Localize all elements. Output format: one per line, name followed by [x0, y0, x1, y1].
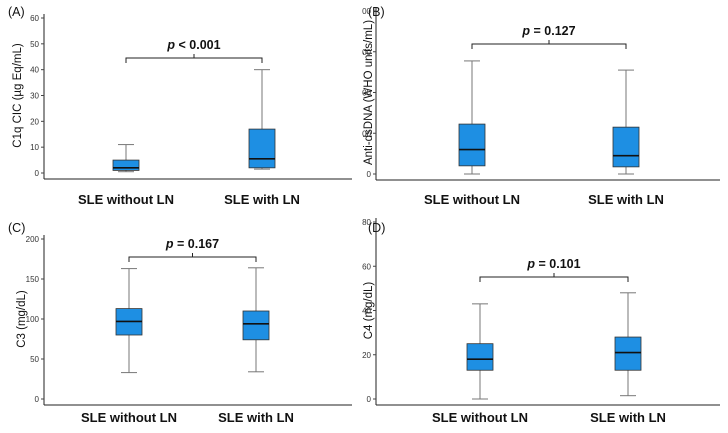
- y-axis-label: Anti-dsDNA (WHO units/mL): [363, 20, 375, 165]
- y-tick-label: 50: [30, 40, 39, 49]
- significance-bracket: [471, 40, 627, 49]
- significance-bracket: [479, 273, 629, 282]
- significance-bracket: [125, 54, 263, 63]
- y-tick-label: 0: [35, 395, 40, 404]
- panel-label: (D): [368, 221, 385, 235]
- y-tick-label: 40: [30, 66, 39, 75]
- y-tick-label: 30: [30, 92, 39, 101]
- y-tick-label: 60: [362, 262, 371, 271]
- significance-bracket: [128, 253, 257, 262]
- y-tick-label: 50: [30, 355, 39, 364]
- category-label: SLE with LN: [588, 192, 664, 207]
- y-tick-label: 0: [367, 395, 372, 404]
- panel-a: (A) C1q CIC (µg Eq/mL) 0 10 20 30 40 50 60 SLE wi…: [0, 0, 360, 216]
- box-iqr: [242, 310, 270, 341]
- y-tick-label: 150: [26, 275, 40, 284]
- category-label: SLE with LN: [224, 192, 300, 207]
- boxplot-panel-c: (C) C3 (mg/dL) 0 50 100 150 200 SLE without LN S…: [8, 221, 352, 425]
- box-iqr: [248, 128, 276, 169]
- y-tick-label: 200: [26, 235, 40, 244]
- p-value-label: p = 0.101: [526, 257, 580, 271]
- box-iqr: [466, 343, 494, 371]
- y-tick-label: 600: [362, 48, 372, 57]
- y-axis-label: C1q CIC (µg Eq/mL): [12, 43, 24, 148]
- panel-c: (C) C3 (mg/dL) 0 50 100 150 200 SLE without LN S…: [0, 217, 360, 433]
- category-label: SLE with LN: [218, 410, 294, 425]
- p-value-label: p = 0.127: [521, 24, 575, 38]
- category-label: SLE without LN: [78, 192, 174, 207]
- y-axis-label: C3 (mg/dL): [16, 290, 28, 348]
- category-label: SLE without LN: [81, 410, 177, 425]
- boxplot-panel-d: (D) C4 (mg/dL) 0 20 40 60 80 SLE without LN SLE …: [362, 218, 720, 425]
- y-tick-label: 20: [362, 351, 371, 360]
- y-tick-label: 40: [362, 307, 371, 316]
- p-value-label: p = 0.167: [165, 237, 219, 251]
- boxplot-panel-a: (A) C1q CIC (µg Eq/mL) 0 10 20 30 40 50 60 SLE wi…: [8, 5, 352, 207]
- y-tick-label: 200: [362, 129, 372, 138]
- box-iqr: [612, 126, 640, 168]
- panel-d: (D) C4 (mg/dL) 0 20 40 60 80 SLE without LN SLE …: [362, 217, 728, 433]
- panel-label: (C): [8, 221, 25, 235]
- category-label: SLE with LN: [590, 410, 666, 425]
- boxplot-panel-b: (B)Anti-dsDNA (WHO units/mL)020040060080…: [362, 5, 720, 207]
- y-tick-label: 0: [35, 169, 40, 178]
- category-label: SLE without LN: [432, 410, 528, 425]
- y-tick-label: 0: [367, 170, 372, 179]
- y-tick-label: 80: [362, 218, 371, 227]
- y-axis-label: C4 (mg/dL): [363, 282, 375, 340]
- y-tick-label: 400: [362, 89, 372, 98]
- box-iqr: [112, 159, 140, 171]
- box-iqr: [614, 336, 642, 371]
- p-value-label: p < 0.001: [166, 38, 220, 52]
- panel-b: (B)Anti-dsDNA (WHO units/mL)020040060080…: [362, 0, 728, 216]
- y-tick-label: 10: [30, 143, 39, 152]
- y-tick-label: 100: [26, 315, 40, 324]
- panel-label: (A): [8, 5, 25, 19]
- category-label: SLE without LN: [424, 192, 520, 207]
- box-iqr: [458, 123, 486, 167]
- y-tick-label: 20: [30, 117, 39, 126]
- y-tick-label: 60: [30, 14, 39, 23]
- y-tick-label: 800: [362, 7, 372, 16]
